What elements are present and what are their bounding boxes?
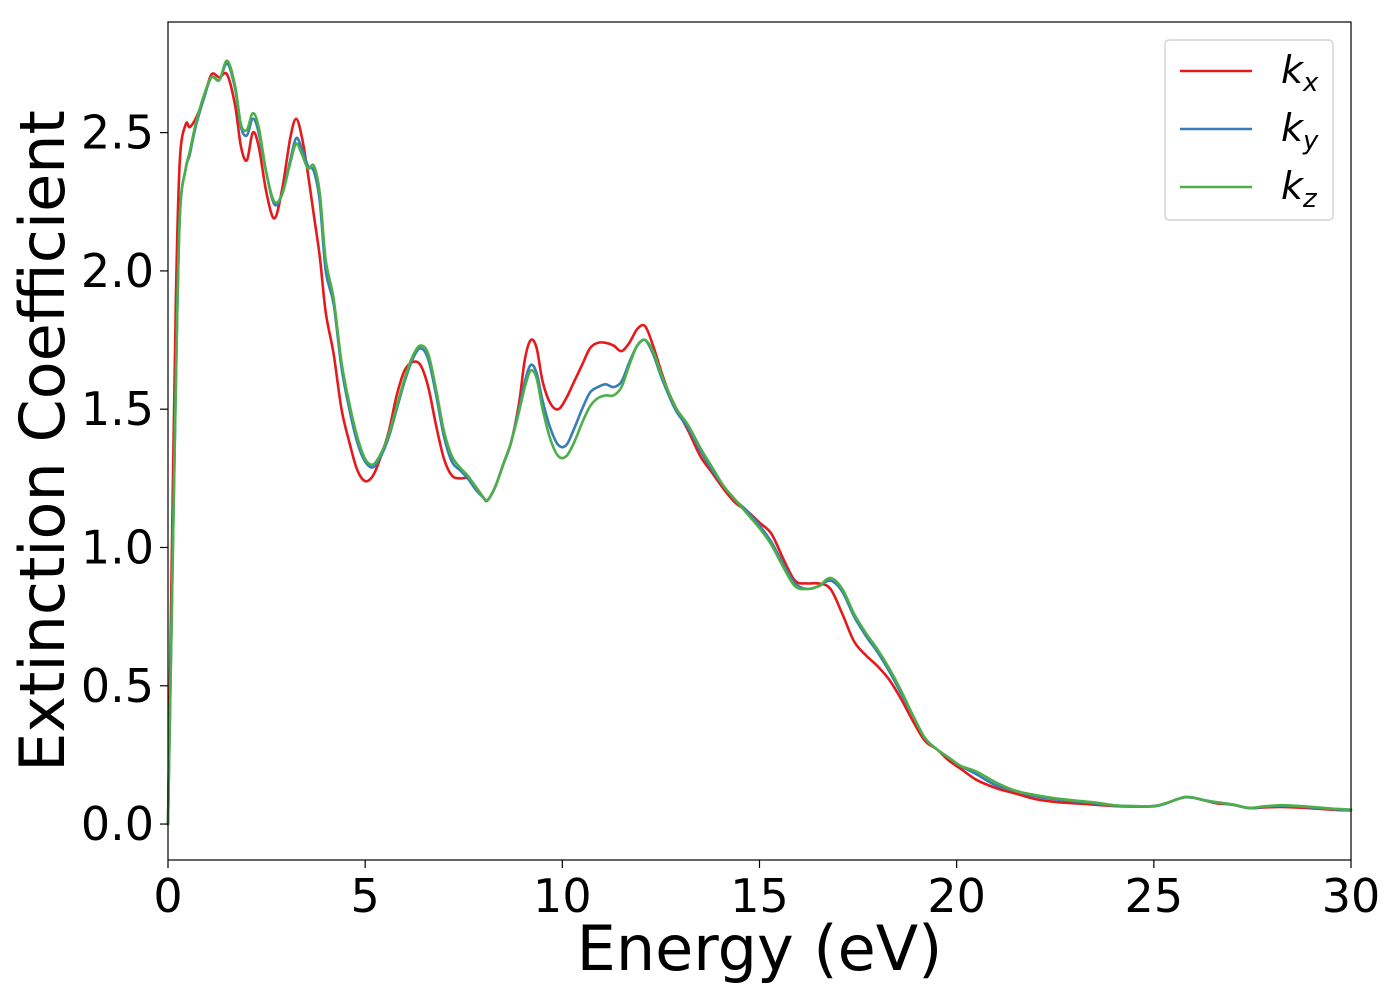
y-tick-label: 2.5 [81,106,154,160]
x-tick-label: 15 [730,869,789,923]
x-tick-label: 25 [1125,869,1184,923]
x-tick-label: 10 [533,869,592,923]
x-tick-label: 20 [927,869,986,923]
legend: kx ky kz [1164,39,1334,221]
legend-label-y: ky [1281,106,1319,156]
y-tick-label: 1.0 [81,520,154,574]
x-axis: 0 5 10 15 20 25 30 [153,860,1380,923]
y-tick-label: 2.0 [81,244,154,298]
x-tick-label: 30 [1322,869,1381,923]
y-tick-label: 0.0 [81,797,154,851]
y-axis-title: Extinction Coefficient [6,110,79,772]
y-axis: 0.0 0.5 1.0 1.5 2.0 2.5 [81,106,168,851]
series-line-z [166,59,1353,826]
y-tick-label: 0.5 [81,659,154,713]
series-line-x [166,71,1353,826]
legend-items: kx ky kz [1180,48,1319,214]
y-tick-label: 1.5 [81,382,154,436]
series-layer [166,59,1353,826]
x-axis-title: Energy (eV) [577,912,943,985]
legend-label-z: kz [1281,164,1318,214]
x-tick-label: 0 [153,869,182,923]
x-tick-label: 5 [351,869,380,923]
legend-label-x: kx [1281,48,1319,98]
